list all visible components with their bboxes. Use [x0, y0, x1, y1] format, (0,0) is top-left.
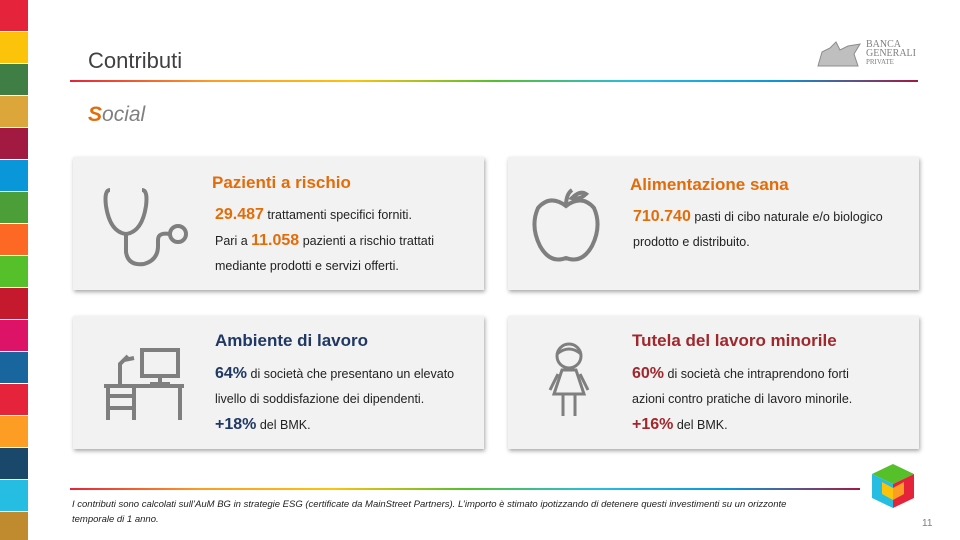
sdg-strip	[0, 0, 28, 31]
card-text: di società che intraprendono forti azion…	[632, 367, 853, 406]
card-body: 29.487 trattamenti specifici forniti. Par…	[215, 202, 480, 279]
sdg-strip	[0, 32, 28, 63]
highlight-figure: 710.740	[633, 208, 691, 225]
sdg-strip	[0, 384, 28, 415]
highlight-figure: 64%	[215, 365, 248, 382]
card-body: 60% di società che intraprendono forti a…	[632, 361, 882, 438]
sdg-strip	[0, 416, 28, 447]
sdg-strip	[0, 64, 28, 95]
sdg-strip	[0, 128, 28, 159]
card	[73, 316, 484, 449]
card-paragraph: 60% di società che intraprendono forti a…	[632, 361, 882, 438]
card-paragraph: Pari a 11.058 pazienti a rischio trattat…	[215, 228, 480, 279]
card	[508, 316, 919, 449]
slide-title: Contributi	[88, 48, 183, 73]
footnote: I contributi sono calcolati sull’AuM BG …	[72, 499, 787, 525]
footer-rule	[70, 488, 860, 490]
logo: BANCA GENERALI PRIVATE	[866, 40, 916, 67]
sdg-strip	[0, 352, 28, 383]
card-text: Pari a	[215, 234, 248, 248]
apple-icon	[532, 188, 600, 262]
sdg-strip	[0, 448, 28, 479]
card-paragraph: 29.487 trattamenti specifici forniti.	[215, 202, 480, 228]
page-number: 11	[922, 518, 933, 529]
sdg-strip	[0, 96, 28, 127]
subtitle-initial: S	[88, 103, 103, 126]
sdg-strip	[0, 256, 28, 287]
sdg-strip	[0, 320, 28, 351]
sdg-strip	[0, 224, 28, 255]
card-title: Alimentazione sana	[630, 175, 789, 194]
logo-lion	[817, 41, 861, 67]
sdg-strip	[0, 288, 28, 319]
card	[508, 157, 919, 290]
card-title: Tutela del lavoro minorile	[632, 331, 837, 350]
highlight-figure: +18%	[215, 416, 257, 433]
highlight-figure: 11.058	[251, 232, 300, 249]
card-body: 710.740 pasti di cibo naturale e/o biolo…	[633, 204, 893, 255]
card-text: del BMK.	[676, 418, 728, 432]
card-body: 64% di società che presentano un elevato…	[215, 361, 465, 438]
cube-logo	[872, 464, 914, 508]
highlight-figure: +16%	[632, 416, 674, 433]
card-text: pasti di cibo naturale e/o biologico pro…	[633, 210, 883, 249]
card-text: pazienti a rischio trattati mediante pro…	[215, 234, 434, 273]
card-paragraph: 710.740 pasti di cibo naturale e/o biolo…	[633, 204, 893, 255]
card-text: trattamenti specifici forniti.	[267, 208, 412, 222]
highlight-figure: 29.487	[215, 206, 264, 223]
card-text: di società che presentano un elevato liv…	[215, 367, 455, 406]
card-paragraph: 64% di società che presentano un elevato…	[215, 361, 465, 438]
logo-line: PRIVATE	[866, 58, 894, 66]
subtitle: Social	[88, 103, 145, 127]
card-title: Pazienti a rischio	[212, 173, 351, 192]
sdg-strip	[0, 512, 28, 540]
card-text: del BMK.	[259, 418, 311, 432]
card-title: Ambiente di lavoro	[215, 331, 369, 350]
sdg-strip	[0, 160, 28, 191]
child-icon	[548, 342, 590, 416]
title-rule	[70, 80, 918, 82]
sdg-strip	[0, 192, 28, 223]
stethoscope-icon	[103, 188, 188, 267]
logo-line: BANCA	[866, 39, 902, 50]
logo-line: GENERALI	[866, 48, 916, 59]
subtitle-rest: ocial	[102, 103, 146, 126]
desk-icon	[104, 348, 184, 420]
highlight-figure: 60%	[632, 365, 665, 382]
sdg-strip	[0, 480, 28, 511]
